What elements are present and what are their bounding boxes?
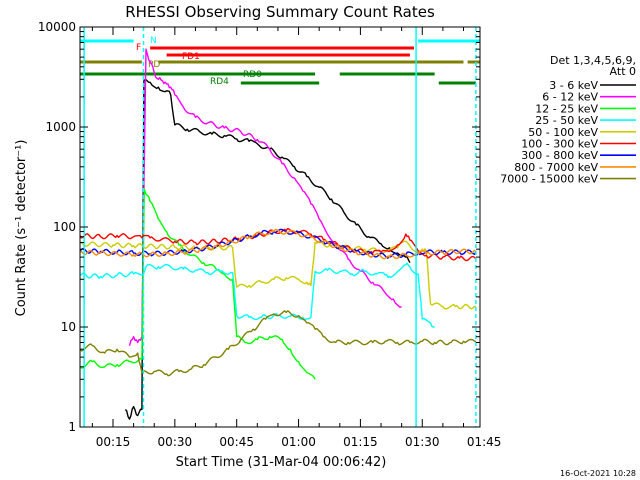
status-bar-label-pd: PD [148, 60, 160, 70]
legend-header-0: Det 1,3,4,5,6,9, [550, 54, 636, 67]
status-bars: NF FD1 PD RD0 RD4 [80, 36, 480, 87]
x-axis-label: Start Time (31-Mar-04 00:06:42) [176, 455, 387, 470]
legend-label-5: 100 - 300 keV [521, 138, 598, 151]
axes: 00:15 00:30 00:45 01:00 01:15 01:30 01:45 1 10 10… [38, 20, 502, 449]
y-tick-label: 1000 [45, 120, 76, 134]
x-tick-label: 01:45 [467, 435, 502, 449]
status-bar-label-n: N [150, 36, 157, 46]
legend-label-1: 6 - 12 keV [542, 91, 598, 104]
y-tick-label: 1 [68, 420, 76, 434]
series-line-25-50-kev [79, 262, 435, 328]
y-tick-label: 100 [53, 220, 76, 234]
legend-label-8: 7000 - 15000 keV [500, 173, 598, 186]
x-tick-label: 01:00 [281, 435, 316, 449]
series-line-3-6-kev [124, 78, 411, 420]
x-tick-label: 01:15 [343, 435, 378, 449]
footer-date: 16-Oct-2021 10:28 [560, 469, 636, 478]
series-line-7000-15000-kev [79, 310, 477, 377]
legend-label-2: 12 - 25 keV [535, 102, 598, 115]
series-line-6-12-kev [128, 48, 402, 346]
y-tick-label: 10 [61, 320, 76, 334]
legend-label-7: 800 - 7000 keV [514, 161, 598, 174]
legend-label-6: 300 - 800 keV [521, 149, 598, 162]
x-tick-label: 00:30 [158, 435, 193, 449]
status-bar-label-rd4: RD4 [210, 77, 229, 87]
status-bar-label-rd0: RD0 [243, 70, 262, 80]
legend-label-3: 25 - 50 keV [535, 114, 598, 127]
chart-title: RHESSI Observing Summary Count Rates [125, 3, 435, 21]
legend-label-4: 50 - 100 keV [528, 126, 598, 139]
series-lines [79, 48, 477, 420]
status-bar-label-f: F [136, 43, 141, 53]
series-line-800-7000-kev [79, 228, 477, 260]
x-tick-label: 00:15 [96, 435, 131, 449]
y-axis-label: Count Rate (s⁻¹ detector⁻¹) [14, 140, 29, 317]
x-tick-label: 01:30 [405, 435, 440, 449]
plot-background [80, 27, 480, 427]
plot-area [80, 27, 480, 427]
series-line-300-800-kev [79, 228, 477, 259]
legend-header-1: Att 0 [610, 65, 636, 78]
legend-label-0: 3 - 6 keV [549, 79, 598, 92]
y-tick-label: 10000 [38, 20, 76, 34]
series-line-50-100-kev [79, 240, 476, 310]
series-line-12-25-kev [79, 188, 316, 380]
x-tick-label: 00:45 [219, 435, 254, 449]
status-bar-label-fd1: FD1 [182, 52, 200, 62]
